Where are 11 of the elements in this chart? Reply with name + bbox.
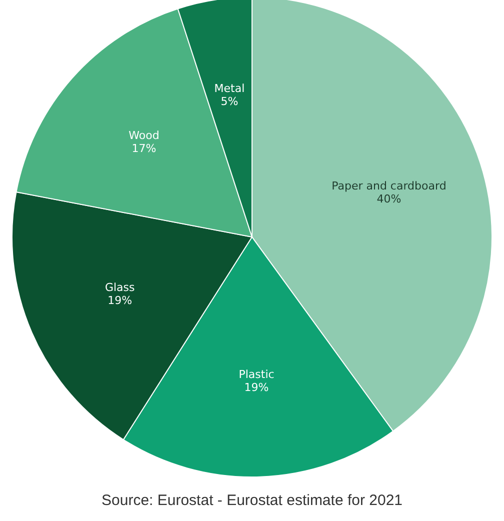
data-label: 17% (132, 142, 156, 155)
data-label: 19% (244, 380, 269, 394)
data-label: 19% (108, 294, 132, 308)
data-label: 40% (376, 192, 402, 206)
slice-label: Paper and cardboard (332, 180, 446, 192)
data-label: 5% (220, 94, 238, 108)
slice-label: Metal (214, 82, 245, 95)
slice-label: Wood (128, 128, 160, 142)
slice-label: Glass (104, 281, 135, 294)
slice-label: Plastic (238, 368, 274, 381)
source-note: Source: Eurostat - Eurostat estimate for 2021 (102, 492, 402, 509)
